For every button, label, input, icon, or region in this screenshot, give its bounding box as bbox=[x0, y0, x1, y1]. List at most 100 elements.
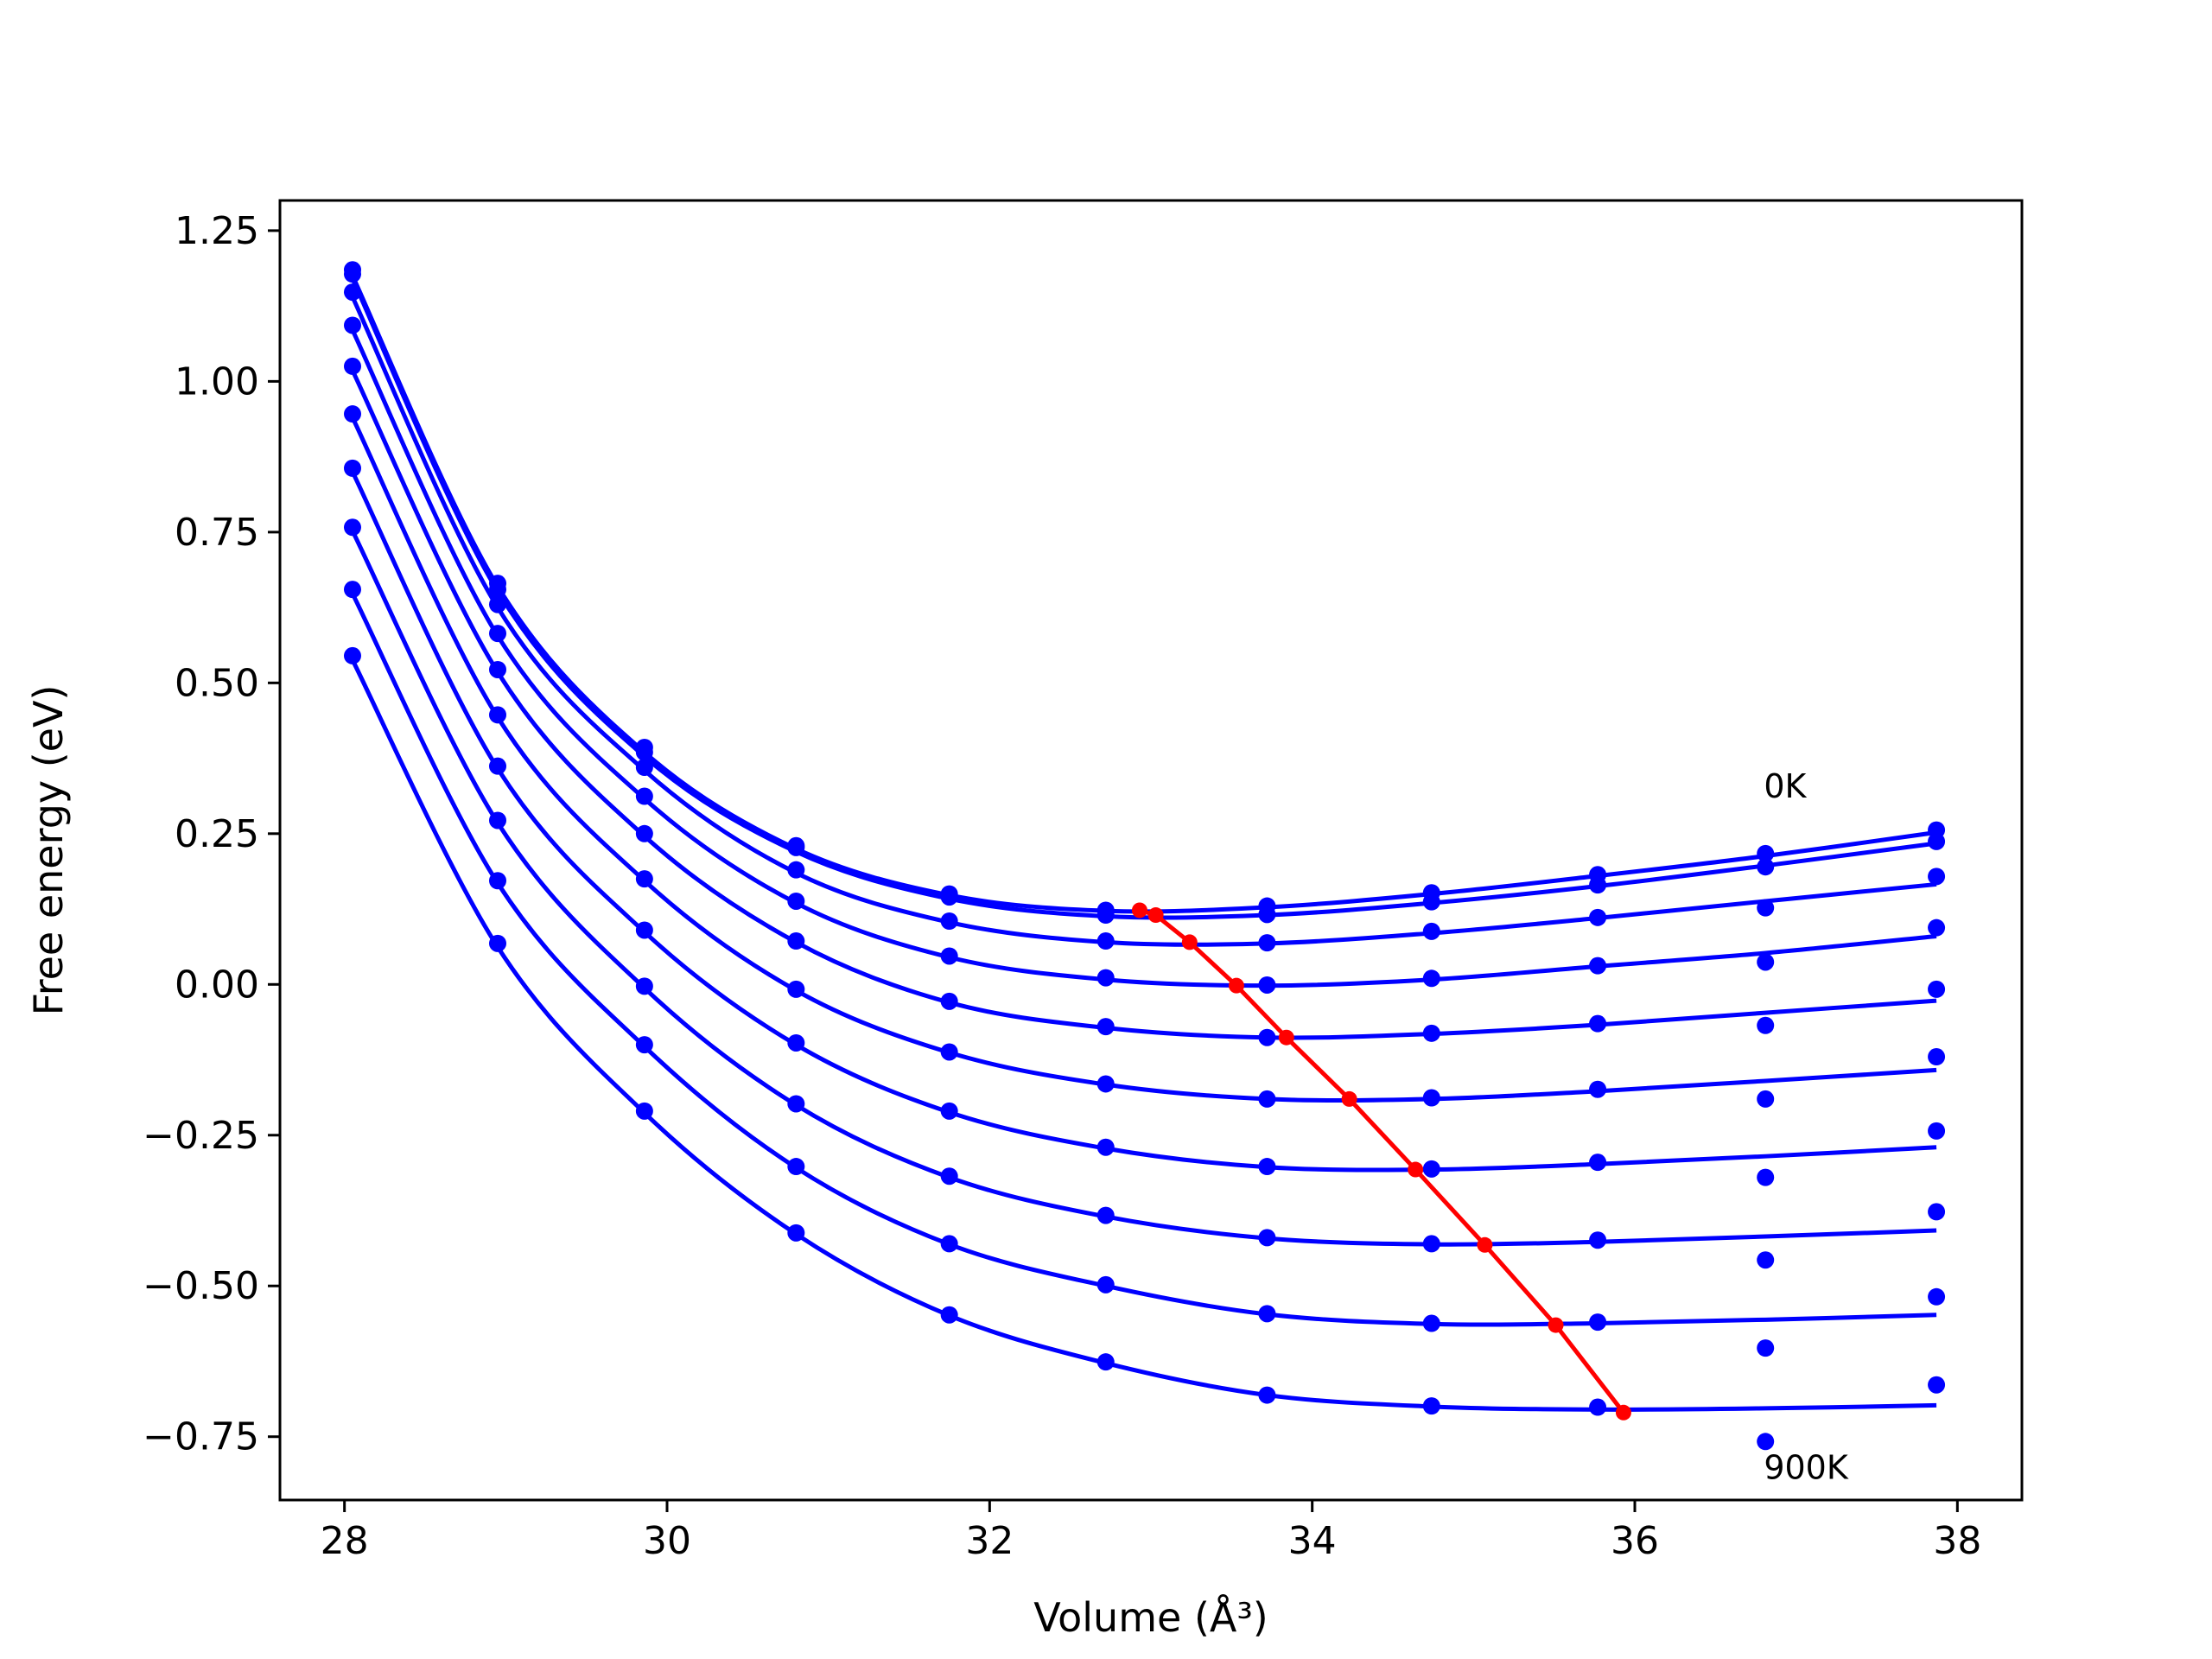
y-tick-label: 0.25 bbox=[175, 812, 259, 856]
series-9 bbox=[344, 646, 1946, 1451]
series-2-point-3 bbox=[787, 861, 805, 879]
series-1-point-6 bbox=[1258, 906, 1276, 924]
minima-point-7 bbox=[1477, 1236, 1493, 1253]
series-6-point-8 bbox=[1589, 1154, 1607, 1172]
series-9-point-2 bbox=[635, 1102, 653, 1120]
series-7-point-10 bbox=[1928, 1203, 1946, 1221]
series-8-point-0 bbox=[344, 581, 361, 599]
y-tick-label: 0.75 bbox=[175, 511, 259, 555]
x-tick-label: 28 bbox=[321, 1519, 369, 1563]
x-tick-label: 36 bbox=[1611, 1519, 1659, 1563]
series-8-point-3 bbox=[787, 1158, 805, 1176]
series-8-fit-curve bbox=[350, 592, 1937, 1327]
series-9-point-5 bbox=[1096, 1353, 1115, 1371]
series-5-point-6 bbox=[1258, 1090, 1276, 1108]
x-tick-label: 34 bbox=[1288, 1519, 1337, 1563]
series-9-point-8 bbox=[1589, 1398, 1607, 1416]
series-3-point-6 bbox=[1258, 976, 1276, 994]
series-7-point-2 bbox=[635, 977, 653, 995]
series-0-fit-curve bbox=[350, 275, 1937, 914]
series-7 bbox=[344, 518, 1946, 1269]
series-2-fit-curve bbox=[350, 296, 1937, 947]
series-5-fit-curve bbox=[350, 416, 1937, 1103]
series-8-point-6 bbox=[1258, 1305, 1276, 1323]
series-2-point-9 bbox=[1757, 899, 1775, 917]
minima-line bbox=[1139, 908, 1625, 1414]
series-1-point-10 bbox=[1928, 832, 1946, 850]
series-4-point-4 bbox=[940, 992, 958, 1010]
y-axis-label: Free energy (eV) bbox=[25, 685, 72, 1016]
series-7-point-5 bbox=[1096, 1206, 1115, 1224]
series-9-point-9 bbox=[1757, 1433, 1775, 1451]
minima-point-5 bbox=[1341, 1090, 1357, 1107]
series-9-point-4 bbox=[940, 1306, 958, 1324]
series-9-point-3 bbox=[787, 1224, 805, 1242]
series-1-point-2 bbox=[635, 743, 653, 761]
series-1-point-7 bbox=[1422, 893, 1440, 911]
series-7-fit-curve bbox=[350, 530, 1937, 1247]
series-8-point-7 bbox=[1422, 1314, 1440, 1332]
series-4-point-7 bbox=[1422, 1024, 1440, 1042]
minima-point-1 bbox=[1147, 907, 1164, 924]
y-tick-label: 0.50 bbox=[175, 661, 259, 705]
series-5-point-4 bbox=[940, 1043, 958, 1061]
series-4-point-8 bbox=[1589, 1014, 1607, 1033]
series-8-point-9 bbox=[1757, 1339, 1775, 1357]
series-8-point-8 bbox=[1589, 1313, 1607, 1332]
series-7-point-1 bbox=[489, 811, 506, 830]
series-5-point-3 bbox=[787, 980, 805, 998]
y-tick-label: 1.00 bbox=[175, 359, 259, 404]
series-6-point-10 bbox=[1928, 1122, 1946, 1140]
series-1-point-8 bbox=[1589, 876, 1607, 894]
x-tick-label: 30 bbox=[643, 1519, 691, 1563]
series-2-point-5 bbox=[1096, 932, 1115, 950]
series-8-point-10 bbox=[1928, 1287, 1946, 1306]
series-9-point-10 bbox=[1928, 1376, 1946, 1394]
series-4-point-9 bbox=[1757, 1016, 1775, 1034]
series-6-point-6 bbox=[1258, 1158, 1276, 1176]
series-4-point-10 bbox=[1928, 980, 1946, 998]
series-4-fit-curve bbox=[350, 369, 1937, 1040]
minima-point-3 bbox=[1228, 977, 1244, 994]
series-4-point-3 bbox=[787, 932, 805, 950]
series-3-point-1 bbox=[489, 625, 506, 643]
series-3-point-0 bbox=[344, 316, 361, 334]
series-6-point-5 bbox=[1096, 1138, 1115, 1156]
series-9-point-1 bbox=[489, 934, 506, 952]
annotation-0k: 0K bbox=[1764, 767, 1807, 805]
series-5-point-2 bbox=[635, 870, 653, 888]
series-6-point-4 bbox=[940, 1102, 958, 1120]
y-tick-label: −0.50 bbox=[143, 1264, 259, 1308]
series-6 bbox=[344, 459, 1946, 1186]
series-1-point-9 bbox=[1757, 858, 1775, 876]
series-1-point-0 bbox=[344, 265, 361, 283]
series-6-point-0 bbox=[344, 459, 361, 477]
series-2 bbox=[344, 283, 1946, 952]
x-axis-label: Volume (Å³) bbox=[1033, 1594, 1268, 1641]
series-7-point-8 bbox=[1589, 1231, 1607, 1249]
series-3-point-5 bbox=[1096, 969, 1115, 987]
series-3-point-10 bbox=[1928, 918, 1946, 937]
series-7-point-0 bbox=[344, 518, 361, 537]
series-7-point-4 bbox=[940, 1167, 958, 1185]
series-1-point-5 bbox=[1096, 906, 1115, 925]
series-2-point-7 bbox=[1422, 922, 1440, 940]
series-9-point-6 bbox=[1258, 1386, 1276, 1404]
series-2-point-6 bbox=[1258, 934, 1276, 952]
annotation-900k: 900K bbox=[1764, 1449, 1849, 1487]
series-8-point-2 bbox=[635, 1036, 653, 1054]
x-tick-label: 38 bbox=[1933, 1519, 1981, 1563]
series-2-point-10 bbox=[1928, 868, 1946, 886]
minima-line-group bbox=[1131, 902, 1631, 1421]
series-5-point-10 bbox=[1928, 1048, 1946, 1066]
series-7-point-9 bbox=[1757, 1251, 1775, 1269]
series-5-point-7 bbox=[1422, 1089, 1440, 1107]
series-3-point-3 bbox=[787, 892, 805, 910]
axis-ticks: 28 30 32 34 36 38 1.25 1.00 0.75 0.50 0.25 0.00 −0.2… bbox=[143, 209, 1981, 1563]
y-tick-label: 0.00 bbox=[175, 963, 259, 1007]
series-9-point-7 bbox=[1422, 1397, 1440, 1415]
series-1-fit-curve bbox=[350, 277, 1937, 920]
series-5 bbox=[344, 405, 1946, 1108]
